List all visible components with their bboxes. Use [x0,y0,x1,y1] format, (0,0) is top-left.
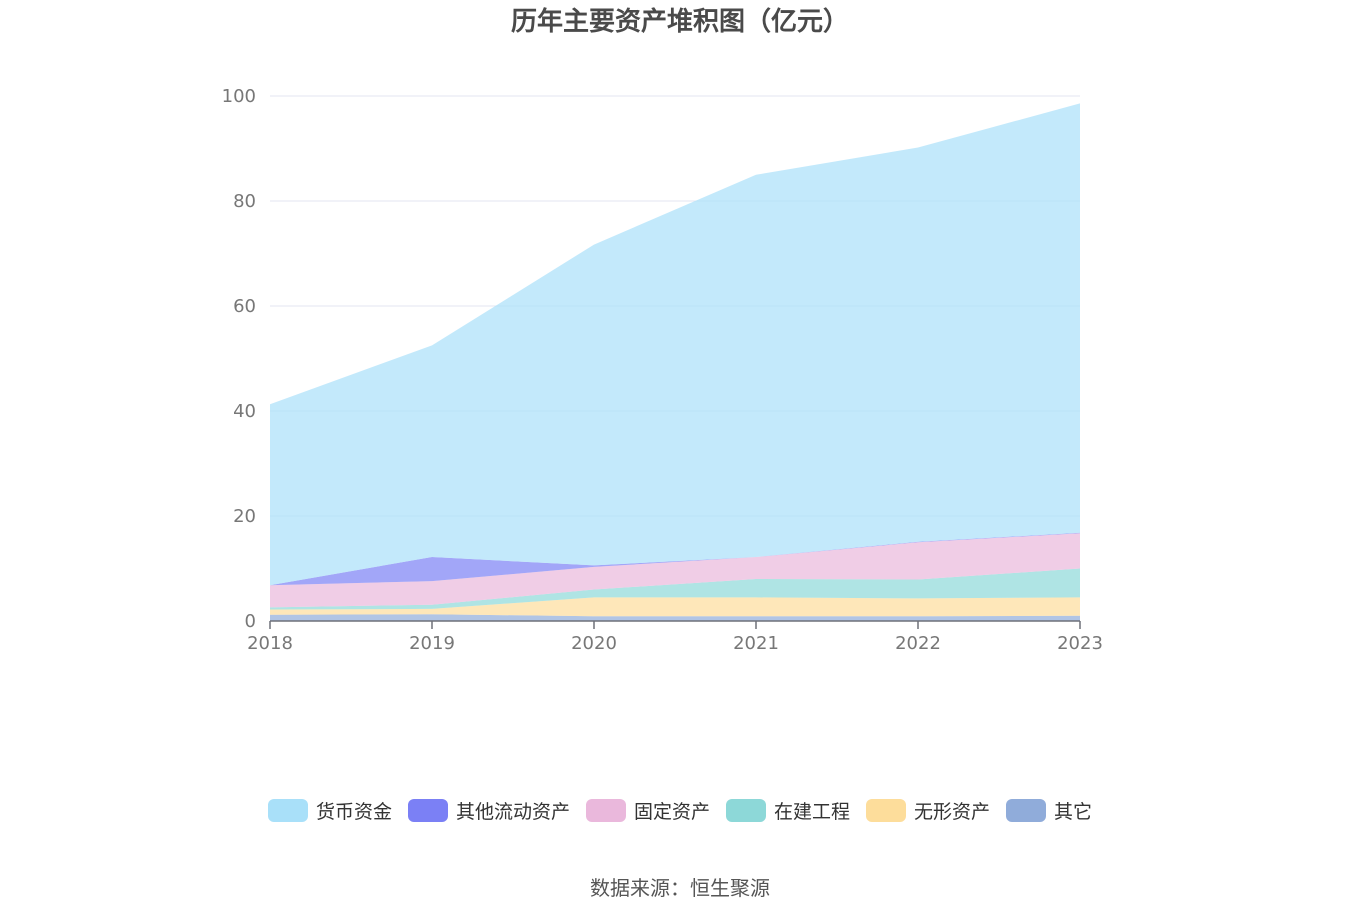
area-series [270,103,1080,621]
legend: 货币资金 其他流动资产 固定资产 在建工程 无形资产 其它 [0,793,1360,827]
legend-item[interactable]: 其它 [1006,797,1092,824]
y-tick-label: 40 [233,401,256,422]
area-series-3 [270,533,1080,608]
legend-item[interactable]: 无形资产 [866,797,990,824]
x-tick-label: 2019 [409,633,455,654]
legend-label: 固定资产 [633,800,710,823]
legend-item[interactable]: 固定资产 [585,797,710,824]
area-series-0 [270,614,1080,621]
legend-swatch [407,798,448,822]
y-tick-label: 80 [233,191,256,212]
legend-swatch [585,798,626,822]
legend-label: 货币资金 [315,800,392,823]
legend-label: 其它 [1054,800,1093,823]
legend-label: 其他流动资产 [455,800,570,823]
legend-item[interactable]: 其他流动资产 [407,797,570,824]
y-tick-label: 0 [245,611,256,632]
y-tick-label: 20 [233,506,256,527]
legend-item[interactable]: 在建工程 [726,797,850,824]
x-tick-label: 2023 [1057,633,1103,654]
x-tick-label: 2020 [571,633,617,654]
x-tick-label: 2021 [733,633,779,654]
chart-title: 历年主要资产堆积图（亿元） [510,7,849,37]
area-series-1 [270,597,1080,617]
axes: 0 20 40 60 80 100 2018 2019 2020 2021 2022 2023 [222,86,1103,654]
x-tick-label: 2022 [895,633,941,654]
area-series-2 [270,568,1080,610]
y-tick-label: 60 [233,296,256,317]
legend-swatch [267,798,308,822]
source-note: 数据来源：恒生聚源 [590,876,770,900]
legend-label: 无形资产 [914,800,991,823]
y-tick-label: 100 [222,86,256,107]
legend-swatch [1006,798,1047,822]
legend-swatch [866,798,907,822]
x-tick-label: 2018 [247,633,293,654]
legend-label: 在建工程 [774,800,851,823]
legend-item[interactable]: 货币资金 [267,797,392,824]
legend-swatch [726,798,766,822]
area-series-5 [270,103,1080,586]
area-series-4 [270,532,1080,586]
